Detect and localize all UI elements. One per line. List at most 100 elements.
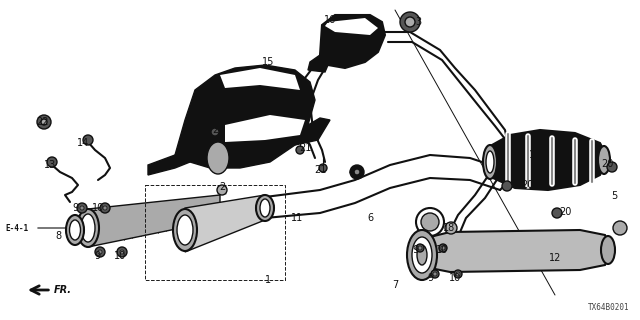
Text: 8: 8: [55, 231, 61, 241]
Circle shape: [416, 244, 424, 252]
Text: 11: 11: [291, 213, 303, 223]
Ellipse shape: [486, 151, 494, 173]
Text: 14: 14: [77, 138, 89, 148]
Ellipse shape: [412, 237, 432, 273]
Text: 20: 20: [601, 159, 613, 169]
Text: 3: 3: [415, 17, 421, 27]
Circle shape: [120, 250, 124, 254]
Ellipse shape: [407, 230, 437, 280]
Text: 12: 12: [549, 253, 561, 263]
Ellipse shape: [81, 214, 95, 242]
Text: 13: 13: [44, 160, 56, 170]
Circle shape: [502, 181, 512, 191]
Text: 20: 20: [521, 180, 533, 190]
Text: E-4-1: E-4-1: [5, 223, 28, 233]
Circle shape: [445, 222, 457, 234]
Polygon shape: [325, 18, 378, 35]
Ellipse shape: [598, 146, 610, 174]
Ellipse shape: [260, 199, 270, 217]
Text: 19: 19: [359, 42, 371, 52]
Circle shape: [211, 128, 219, 136]
Circle shape: [421, 213, 439, 231]
Circle shape: [552, 208, 562, 218]
Ellipse shape: [207, 142, 229, 174]
Text: 2: 2: [219, 182, 225, 192]
Text: 22: 22: [36, 117, 48, 127]
Text: 15: 15: [262, 57, 274, 67]
Text: 21: 21: [212, 125, 224, 135]
Polygon shape: [295, 118, 330, 145]
Ellipse shape: [173, 209, 197, 251]
Circle shape: [77, 203, 87, 213]
Circle shape: [37, 115, 51, 129]
Circle shape: [405, 17, 415, 27]
Circle shape: [607, 162, 617, 172]
Text: 5: 5: [611, 191, 617, 201]
Circle shape: [80, 206, 84, 210]
Text: 16: 16: [324, 15, 336, 25]
Text: 4: 4: [349, 167, 355, 177]
Circle shape: [431, 270, 439, 278]
Polygon shape: [308, 55, 328, 72]
Circle shape: [418, 246, 422, 250]
Text: 1: 1: [265, 275, 271, 285]
Polygon shape: [220, 68, 300, 90]
Text: 7: 7: [392, 280, 398, 290]
Text: 21: 21: [314, 165, 326, 175]
Circle shape: [100, 203, 110, 213]
Ellipse shape: [483, 145, 497, 179]
Circle shape: [354, 169, 360, 175]
Text: 17: 17: [529, 150, 541, 160]
Text: 20: 20: [559, 207, 571, 217]
Polygon shape: [88, 195, 220, 247]
Circle shape: [454, 270, 462, 278]
Circle shape: [103, 206, 107, 210]
Polygon shape: [320, 15, 385, 68]
Ellipse shape: [66, 215, 84, 245]
Text: 10: 10: [449, 273, 461, 283]
Polygon shape: [488, 130, 608, 190]
Ellipse shape: [177, 215, 193, 245]
Polygon shape: [148, 155, 190, 175]
Circle shape: [433, 272, 437, 276]
Circle shape: [117, 247, 127, 257]
Text: 9: 9: [94, 251, 100, 261]
Text: 6: 6: [367, 213, 373, 223]
Text: 21: 21: [299, 143, 311, 153]
Circle shape: [217, 185, 227, 195]
Polygon shape: [185, 195, 265, 252]
Text: 10: 10: [92, 203, 104, 213]
Circle shape: [456, 272, 460, 276]
Ellipse shape: [601, 236, 615, 264]
Text: 18: 18: [443, 223, 455, 233]
Circle shape: [439, 244, 447, 252]
Ellipse shape: [417, 245, 427, 265]
Circle shape: [47, 157, 57, 167]
Text: 9: 9: [412, 245, 418, 255]
Circle shape: [83, 135, 93, 145]
Text: 9: 9: [72, 203, 78, 213]
Ellipse shape: [352, 46, 362, 54]
Circle shape: [41, 119, 47, 125]
Text: 9: 9: [427, 273, 433, 283]
Bar: [145, 185, 285, 280]
Ellipse shape: [70, 220, 81, 240]
Text: TX64B0201: TX64B0201: [588, 303, 630, 312]
Polygon shape: [175, 65, 315, 168]
Ellipse shape: [256, 195, 274, 221]
Ellipse shape: [77, 209, 99, 247]
Text: FR.: FR.: [31, 285, 72, 295]
Circle shape: [416, 208, 444, 236]
Circle shape: [613, 221, 627, 235]
Text: 10: 10: [436, 245, 448, 255]
Circle shape: [98, 250, 102, 254]
Polygon shape: [420, 230, 612, 272]
Circle shape: [319, 164, 327, 172]
Text: 10: 10: [114, 251, 126, 261]
Circle shape: [296, 146, 304, 154]
Circle shape: [441, 246, 445, 250]
Circle shape: [95, 247, 105, 257]
Circle shape: [400, 12, 420, 32]
Circle shape: [350, 165, 364, 179]
Polygon shape: [225, 115, 305, 142]
